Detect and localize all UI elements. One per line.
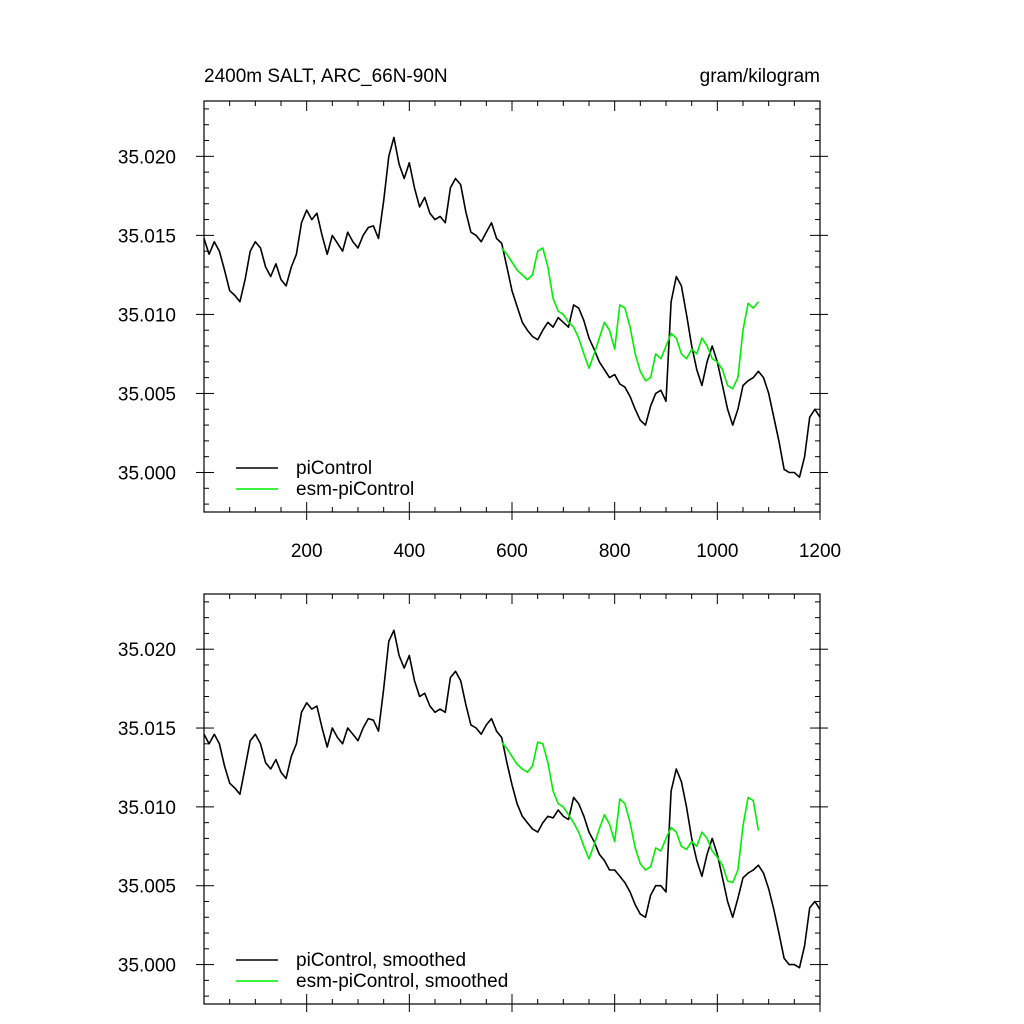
top-series-esm-picontrol-line	[501, 247, 760, 390]
top-y-tick-label: 35.005	[118, 384, 176, 405]
units-label: gram/kilogram	[700, 66, 820, 87]
bottom-legend-label-picontrol: piControl, smoothed	[296, 950, 466, 971]
top-x-tick-label: 400	[393, 541, 425, 562]
top-x-tick-label: 200	[291, 541, 323, 562]
top-legend-label-picontrol: piControl	[296, 458, 372, 479]
top-x-tick-label: 1000	[696, 541, 738, 562]
top-y-tick-label: 35.015	[118, 226, 176, 247]
bottom-series-picontrol-line	[203, 629, 821, 969]
top-x-tick-label: 600	[496, 541, 528, 562]
bottom-y-tick-label: 35.000	[118, 956, 176, 977]
top-y-tick-label: 35.000	[118, 463, 176, 484]
bottom-series-esm-picontrol-line	[501, 741, 760, 884]
top-x-tick-label: 1200	[799, 541, 841, 562]
bottom-y-tick-label: 35.005	[118, 877, 176, 898]
bottom-y-tick-label: 35.015	[118, 719, 176, 740]
top-y-tick-label: 35.010	[118, 305, 176, 326]
bottom-y-tick-label: 35.020	[118, 640, 176, 661]
top-legend-label-esm-picontrol: esm-piControl	[296, 479, 414, 500]
top-x-tick-label: 800	[599, 541, 631, 562]
top-y-tick-label: 35.020	[118, 147, 176, 168]
top-panel: 200 400 600 800 1000 1200 35.000 35.005 35.010 35…	[118, 100, 841, 562]
bottom-panel: 35.000 35.005 35.010 35.015 35.020 piControl,…	[118, 593, 828, 1012]
figure-title: 2400m SALT, ARC_66N-90N	[204, 66, 448, 87]
bottom-legend-label-esm-picontrol: esm-piControl, smoothed	[296, 971, 508, 992]
bottom-y-tick-label: 35.010	[118, 798, 176, 819]
